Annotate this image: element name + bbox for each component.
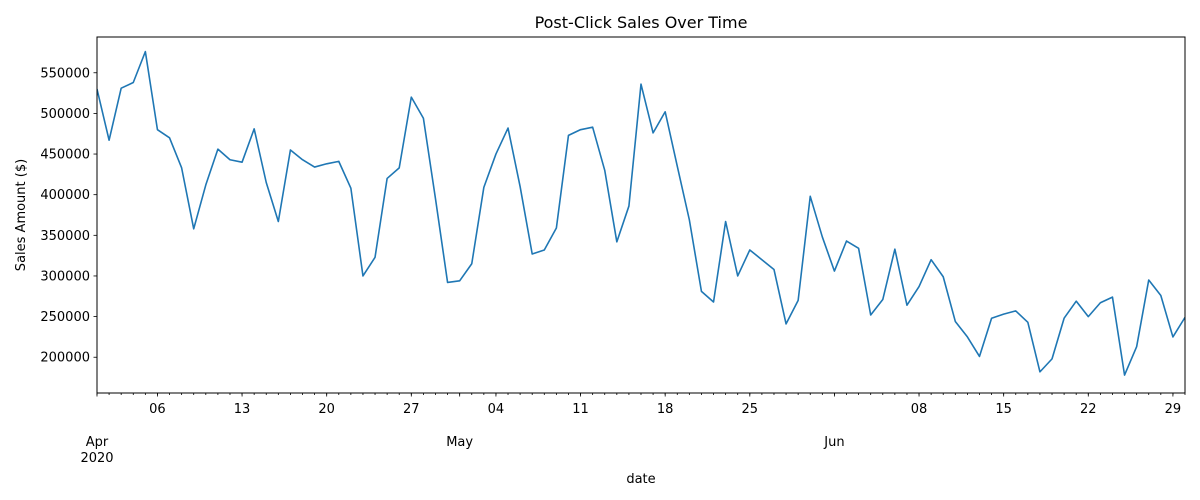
y-tick-label: 200000 <box>40 351 90 366</box>
x-tick-label: 27 <box>403 402 420 417</box>
y-tick-label: 400000 <box>40 188 90 203</box>
plot-area: 200000 250000 300000 350000 400000 450000 5000… <box>40 50 1186 466</box>
plot-frame <box>96 36 1186 394</box>
x-tick-label: 11 <box>572 402 589 417</box>
y-axis-title: Sales Amount ($) <box>14 159 29 271</box>
x-tick-label: 08 <box>911 402 928 417</box>
x-tick-label: 29 <box>1165 402 1182 417</box>
x-month-label: May <box>446 435 473 450</box>
x-axis-title: date <box>626 472 655 487</box>
x-tick-label: 06 <box>149 402 166 417</box>
y-tick-label: 300000 <box>40 269 90 284</box>
x-tick-label: 13 <box>234 402 251 417</box>
series-line-0 <box>97 50 1185 376</box>
y-tick-label: 350000 <box>40 229 90 244</box>
x-tick-label: 15 <box>995 402 1012 417</box>
y-tick-label: 250000 <box>40 310 90 325</box>
x-tick-label: 18 <box>657 402 674 417</box>
x-year-label: 2020 <box>80 451 113 466</box>
x-tick-label: 20 <box>318 402 335 417</box>
x-month-label: Jun <box>823 435 844 450</box>
y-tick-label: 550000 <box>40 66 90 81</box>
y-tick-label: 450000 <box>40 148 90 163</box>
x-tick-label: 25 <box>742 402 759 417</box>
y-tick-label: 500000 <box>40 107 90 122</box>
x-tick-label: 22 <box>1080 402 1097 417</box>
x-month-label: Apr <box>86 435 109 450</box>
x-tick-label: 04 <box>488 402 505 417</box>
chart-title: Post-Click Sales Over Time <box>535 13 748 32</box>
